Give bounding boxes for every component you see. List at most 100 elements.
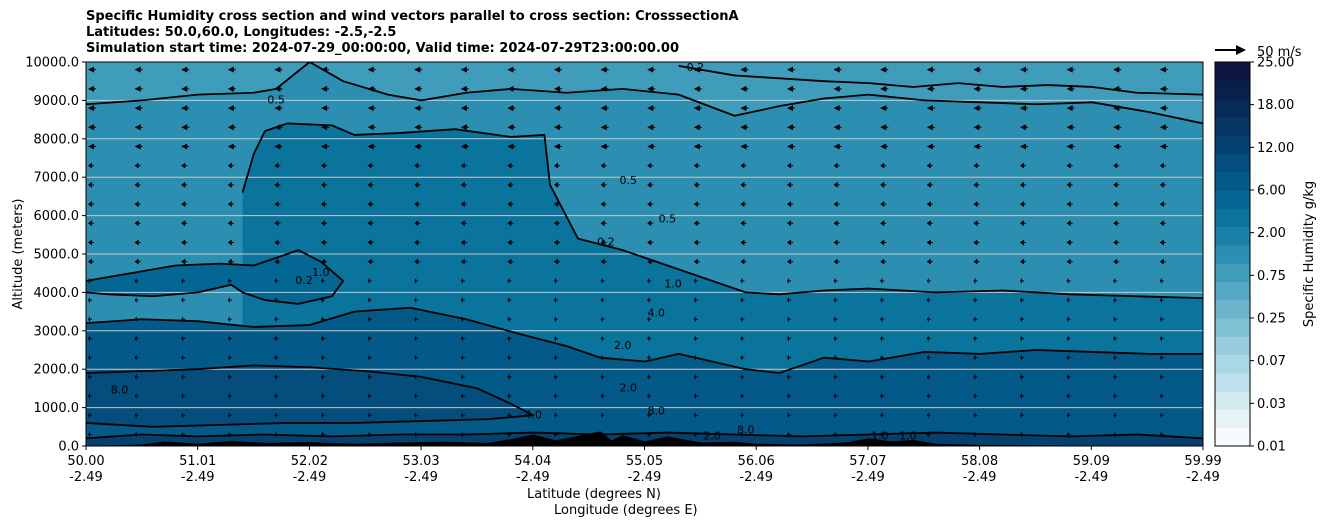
wind-arrow	[274, 201, 279, 208]
wind-arrow	[1159, 201, 1164, 208]
wind-arrow	[134, 105, 141, 112]
wind-arrow	[926, 143, 933, 150]
wind-arrow	[507, 297, 510, 304]
wind-arrow	[274, 277, 277, 284]
wind-arrow	[926, 85, 933, 92]
wind-arrow	[600, 220, 605, 227]
colorbar-segment	[1215, 409, 1250, 429]
wind-arrow	[554, 412, 557, 419]
wind-arrow	[1113, 201, 1118, 208]
wind-arrow	[880, 354, 883, 361]
wind-arrow	[227, 297, 230, 304]
wind-arrow	[460, 181, 465, 188]
quiver-key-label: 50 m/s	[1257, 45, 1302, 60]
wind-arrow	[1159, 66, 1166, 73]
wind-arrow	[833, 143, 840, 150]
wind-arrow	[740, 297, 743, 304]
wind-arrow	[1159, 393, 1162, 400]
wind-arrow	[740, 162, 745, 169]
wind-arrow	[833, 316, 836, 323]
wind-arrow	[740, 258, 745, 265]
wind-arrow	[973, 220, 978, 227]
colorbar-tick-label: 0.25	[1257, 312, 1286, 327]
wind-arrow	[926, 181, 931, 188]
wind-arrow	[1159, 297, 1162, 304]
x-axis: 50.00-2.4951.01-2.4952.02-2.4953.03-2.49…	[67, 446, 1222, 485]
wind-arrow	[926, 393, 929, 400]
wind-arrow	[414, 431, 417, 438]
wind-arrow	[833, 258, 838, 265]
contour-label: 0.2	[295, 274, 313, 287]
wind-arrow	[787, 201, 792, 208]
wind-arrow	[880, 124, 887, 131]
wind-arrow	[647, 297, 650, 304]
wind-arrow	[647, 220, 652, 227]
wind-arrow	[833, 124, 840, 131]
wind-arrow	[321, 162, 326, 169]
wind-arrow	[926, 66, 933, 73]
wind-arrow	[181, 373, 184, 380]
wind-arrow	[787, 412, 790, 419]
wind-arrow	[1113, 316, 1116, 323]
x-tick-label-longitude: -2.49	[628, 470, 662, 485]
colorbar-label: Specific Humidity g/kg	[1302, 181, 1317, 327]
wind-arrow	[973, 431, 976, 438]
wind-arrow	[600, 393, 603, 400]
wind-arrow	[88, 258, 93, 265]
wind-arrow	[274, 124, 281, 131]
wind-arrow	[88, 297, 91, 304]
wind-arrow	[460, 373, 463, 380]
wind-arrow	[1159, 124, 1166, 131]
wind-arrow	[321, 220, 326, 227]
wind-arrow	[321, 373, 324, 380]
wind-arrow	[600, 373, 603, 380]
wind-arrow	[787, 373, 790, 380]
x-tick-label-latitude: 53.03	[402, 454, 439, 469]
wind-arrow	[880, 201, 885, 208]
wind-arrow	[134, 143, 141, 150]
wind-arrow	[227, 393, 230, 400]
wind-arrow	[274, 373, 277, 380]
contour-label: 8.0	[647, 404, 665, 417]
wind-arrow	[600, 66, 607, 73]
wind-arrow	[507, 105, 514, 112]
colorbar-segment	[1215, 208, 1250, 228]
wind-arrow	[1113, 431, 1116, 438]
wind-arrow	[367, 124, 374, 131]
wind-arrow	[88, 431, 91, 438]
wind-arrow	[367, 335, 370, 342]
wind-arrow	[414, 124, 421, 131]
wind-arrow	[367, 277, 370, 284]
wind-arrow	[600, 143, 607, 150]
wind-arrow	[507, 258, 512, 265]
colorbar-tick-label: 0.07	[1257, 354, 1286, 369]
wind-arrow	[88, 239, 93, 246]
wind-arrow	[693, 85, 700, 92]
wind-arrow	[833, 220, 838, 227]
wind-arrow	[647, 373, 650, 380]
wind-arrow	[693, 181, 698, 188]
wind-arrow	[740, 105, 747, 112]
wind-arrow	[507, 393, 510, 400]
wind-arrow	[227, 162, 232, 169]
wind-arrow	[321, 124, 328, 131]
wind-arrow	[274, 85, 281, 92]
wind-arrow	[88, 201, 93, 208]
wind-arrow	[1020, 143, 1027, 150]
wind-arrow	[88, 85, 95, 92]
wind-arrow	[973, 201, 978, 208]
wind-arrow	[1159, 258, 1164, 265]
wind-arrow	[1066, 201, 1071, 208]
wind-arrow	[134, 354, 137, 361]
y-tick-label: 0.0	[58, 440, 79, 455]
wind-arrow	[926, 239, 931, 246]
wind-arrow	[274, 258, 279, 265]
wind-arrow	[693, 162, 698, 169]
wind-arrow	[1066, 181, 1071, 188]
wind-arrow	[973, 105, 980, 112]
wind-arrow	[554, 143, 561, 150]
wind-arrow	[926, 354, 929, 361]
wind-arrow	[787, 393, 790, 400]
wind-arrow	[181, 316, 184, 323]
wind-arrow	[833, 431, 836, 438]
